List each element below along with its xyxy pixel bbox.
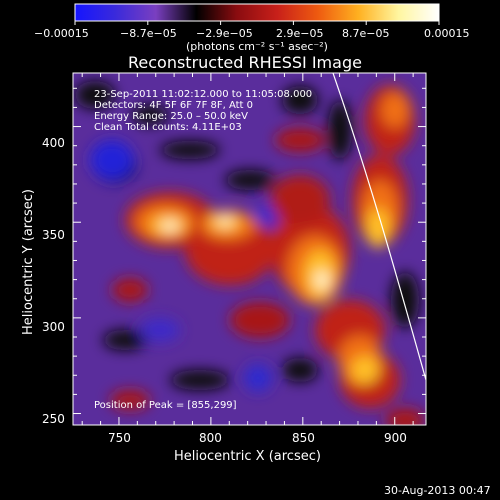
colorbar-tick-label-4: 8.7e−05 [342,27,389,40]
timestamp: 30‑Aug‑2013 00:47 [384,484,491,497]
solar-limb [332,73,426,381]
x-tick-label-750: 750 [108,431,131,445]
plot-title: Reconstructed RHESSI Image [128,53,362,72]
colorbar-tick-label-1: −8.7e−05 [120,27,177,40]
info-clean-counts: Clean Total counts: 4.11E+03 [94,122,242,133]
axis-ticks [73,73,426,425]
info-time-range: 23‑Sep‑2011 11:02:12.000 to 11:05:08.000 [94,89,312,100]
colorbar-tick-label-5: 0.00015 [424,27,470,40]
y-tick-label-350: 350 [42,228,65,242]
image-map [73,73,426,425]
colorbar-tick-label-0: −0.00015 [34,27,89,40]
colorbar-ticks [74,21,440,25]
info-detectors: Detectors: 4F 5F 6F 7F 8F, Att 0 [94,100,253,111]
y-tick-label-250: 250 [42,412,65,426]
y-tick-label-300: 300 [42,320,65,334]
plot-frame [72,72,427,426]
x-axis-label: Heliocentric X (arcsec) [174,449,321,464]
x-tick-label-800: 800 [199,431,222,445]
x-tick-label-900: 900 [384,431,407,445]
x-tick-label-850: 850 [292,431,315,445]
colorbar [74,3,440,22]
y-axis-label: Heliocentric Y (arcsec) [21,189,36,335]
y-tick-label-400: 400 [42,136,65,150]
colorbar-tick-label-2: −2.9e−05 [196,27,253,40]
info-energy-range: Energy Range: 25.0 – 50.0 keV [94,111,248,122]
peak-position: Position of Peak = [855,299] [94,400,237,411]
colorbar-tick-label-3: 2.9e−05 [276,27,323,40]
colorbar-units: (photons cm⁻² s⁻¹ asec⁻²) [186,40,328,53]
